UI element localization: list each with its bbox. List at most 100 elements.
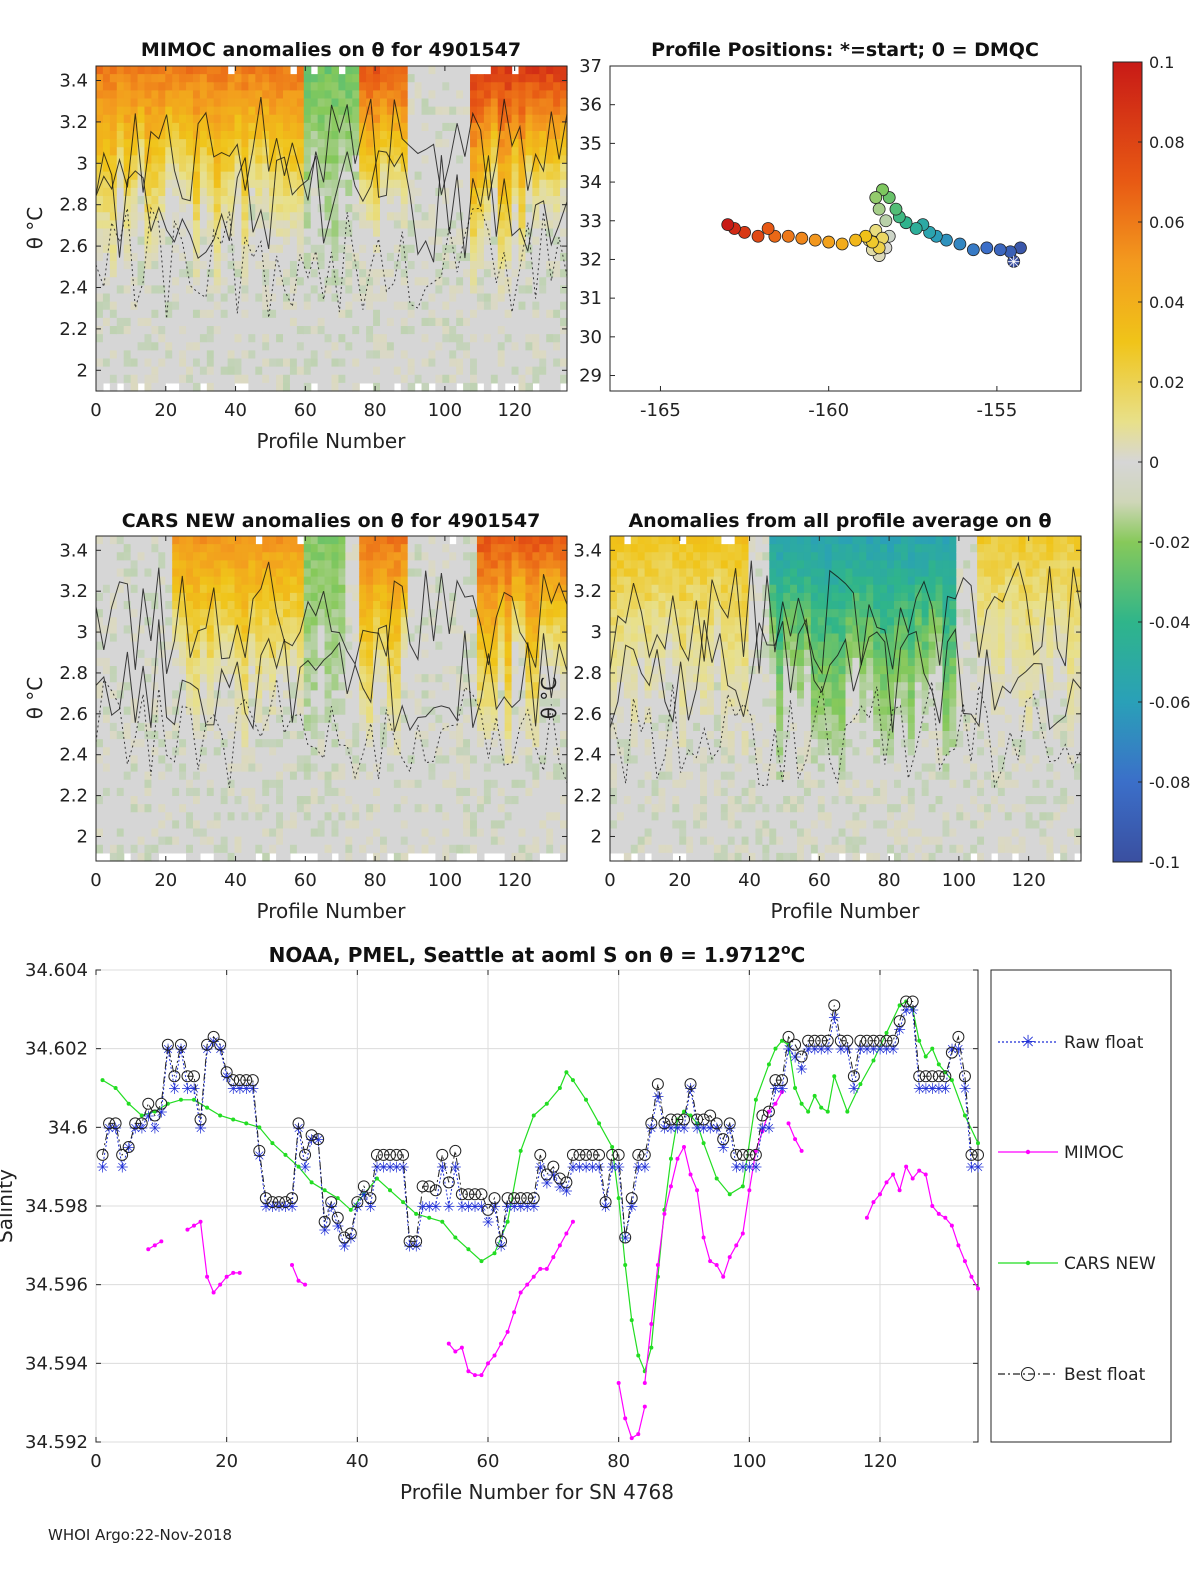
heat-cell [213, 163, 222, 173]
heat-cell [553, 147, 561, 156]
heat-cell [276, 804, 284, 813]
heat-cell [109, 90, 118, 100]
heat-cell [102, 560, 111, 570]
heat-cell [102, 187, 111, 197]
heat-cell [255, 755, 263, 765]
heat-cell [241, 98, 249, 108]
heat-cell [206, 90, 215, 100]
heat-cell [283, 804, 291, 813]
heat-cell [560, 293, 568, 303]
heat-cell [123, 366, 132, 376]
heat-cell [546, 220, 554, 230]
heat-cell [449, 836, 457, 846]
heat-cell [442, 342, 450, 351]
heat-cell [428, 804, 436, 813]
heat-cell [352, 114, 360, 124]
heat-cell [511, 374, 520, 384]
heat-cell [296, 601, 305, 610]
heat-cell [276, 236, 284, 246]
heat-cell [172, 244, 180, 254]
heat-cell [283, 358, 291, 368]
heat-cell [303, 220, 312, 230]
heat-cell [172, 350, 180, 360]
heat-cell [269, 633, 277, 643]
heat-cell [435, 293, 443, 303]
heat-cell [449, 698, 457, 708]
heat-cell [130, 820, 139, 830]
heat-cell [248, 739, 256, 748]
heat-cell [186, 374, 194, 384]
heat-cell [324, 90, 333, 100]
heat-cell [199, 617, 208, 626]
heat-cell [130, 625, 139, 635]
heat-cell [199, 787, 208, 797]
heat-cell [248, 358, 256, 368]
heat-cell [359, 576, 367, 586]
heat-cell [220, 366, 229, 376]
heat-cell [379, 326, 388, 335]
heat-cell [192, 601, 201, 610]
heat-cell [289, 269, 298, 278]
heat-cell [414, 560, 423, 570]
heat-cell [366, 171, 374, 181]
heat-cell [393, 576, 402, 586]
heat-cell [206, 649, 215, 659]
heat-cell [116, 576, 125, 586]
heat-cell [172, 641, 180, 651]
heat-cell [137, 763, 146, 773]
heat-cell [96, 277, 104, 286]
heat-cell [359, 228, 367, 238]
heat-cell [407, 625, 416, 635]
heat-cell [296, 366, 305, 376]
heat-cell [449, 747, 457, 756]
heat-cell [96, 155, 104, 165]
heat-cell [463, 812, 471, 821]
heat-cell [414, 163, 423, 173]
heat-cell [456, 592, 464, 602]
heat-cell [373, 844, 381, 854]
heat-cell [116, 755, 125, 765]
heat-cell [504, 277, 513, 286]
heat-cell [428, 131, 436, 140]
heat-cell [227, 301, 236, 311]
heat-cell [324, 552, 333, 561]
heat-cell [158, 601, 166, 610]
heat-cell [116, 179, 125, 189]
heat-cell [102, 836, 111, 846]
heat-cell [338, 804, 346, 813]
heat-cell [359, 122, 367, 132]
heat-cell [179, 820, 187, 830]
heat-cell [109, 706, 118, 716]
heat-cell [407, 212, 416, 221]
heat-cell [352, 244, 360, 254]
heat-cell [255, 244, 263, 254]
heat-cell [123, 212, 132, 221]
heat-cell [130, 74, 139, 83]
heat-cell [179, 131, 187, 140]
heat-cell [137, 187, 146, 197]
heat-cell [96, 196, 104, 205]
heat-cell [497, 342, 506, 351]
heat-cell [241, 674, 249, 683]
heat-cell [359, 285, 367, 295]
heat-cell [414, 584, 423, 594]
heat-cell [331, 244, 340, 254]
heat-cell [199, 317, 208, 327]
heat-cell [123, 244, 132, 254]
heat-cell [276, 171, 284, 181]
heat-cell [151, 163, 159, 173]
heat-cell [470, 633, 478, 643]
heat-cell [435, 334, 443, 343]
heat-cell [359, 666, 367, 675]
heat-cell [234, 204, 243, 213]
heat-cell [296, 350, 305, 360]
heat-cell [199, 779, 208, 789]
heat-cell [560, 334, 568, 343]
heat-cell [407, 358, 416, 368]
heat-cell [234, 187, 243, 197]
heat-cell [373, 366, 381, 376]
heat-cell [151, 633, 159, 643]
heat-cell [532, 212, 540, 221]
heat-cell [262, 212, 270, 221]
